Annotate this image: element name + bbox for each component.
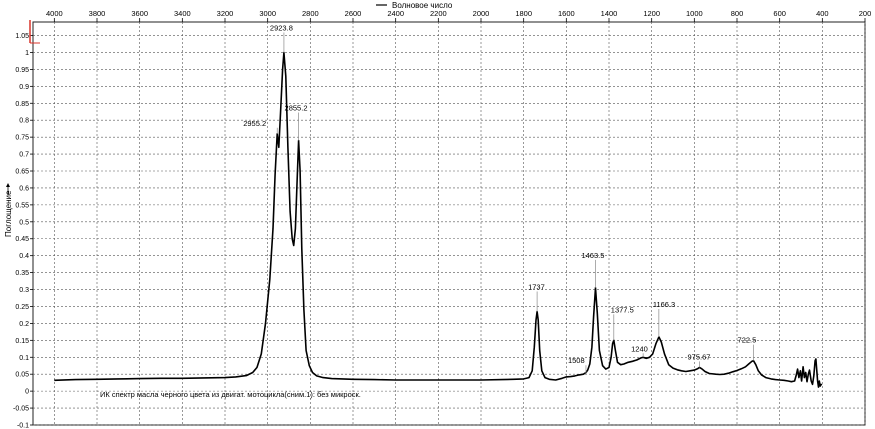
x-tick-label: 2200 xyxy=(430,9,447,18)
x-tick-label: 1000 xyxy=(686,9,703,18)
y-tick-label: 0.7 xyxy=(19,152,29,159)
x-tick-label: 1400 xyxy=(601,9,618,18)
peak-label: 1463.5 xyxy=(581,251,604,260)
y-tick-label: 0.35 xyxy=(15,270,29,277)
peak-label: 722.5 xyxy=(738,336,757,345)
y-tick-label: -0.05 xyxy=(13,406,29,413)
x-tick-label: 1800 xyxy=(515,9,532,18)
y-tick-label: 0.15 xyxy=(15,338,29,345)
x-tick-label: 600 xyxy=(773,9,786,18)
x-tick-label: 2400 xyxy=(387,9,404,18)
y-tick-label: 0.65 xyxy=(15,169,29,176)
x-tick-label: 3800 xyxy=(89,9,106,18)
x-tick-label: 3600 xyxy=(131,9,148,18)
y-tick-label: 0.05 xyxy=(15,372,29,379)
peak-label: 1377.5 xyxy=(611,305,634,314)
peak-label: 1166.3 xyxy=(653,300,675,309)
y-tick-label: 0.55 xyxy=(15,202,29,209)
y-axis-ticks: -0.1 -0.05 0 0.05 0.1 0.15 0.2 0.25 0.3 0.35 0.4 0.… xyxy=(13,33,33,429)
peak-label: 1240 xyxy=(631,344,648,353)
x-tick-label: 400 xyxy=(816,9,829,18)
x-tick-label: 3200 xyxy=(217,9,234,18)
y-tick-label: 0.1 xyxy=(19,355,29,362)
y-tick-label: 0.9 xyxy=(19,84,29,91)
y-tick-label: 0.45 xyxy=(15,236,29,243)
y-axis-arrow-icon xyxy=(6,183,10,187)
legend: Волновое число xyxy=(376,1,453,10)
y-axis-label: Поглощение xyxy=(4,190,13,237)
grid-lines xyxy=(33,22,866,426)
y-tick-label: 0.6 xyxy=(19,185,29,192)
x-tick-label: 1200 xyxy=(643,9,660,18)
peak-label: 2923.8 xyxy=(270,23,293,32)
y-tick-label: 1.05 xyxy=(15,33,29,40)
y-tick-label: 0.95 xyxy=(15,67,29,74)
peak-label: 975.67 xyxy=(688,352,711,361)
y-tick-label: 0.25 xyxy=(15,304,29,311)
y-tick-label: -0.1 xyxy=(17,423,29,429)
peak-label: 2955.2 xyxy=(243,119,266,128)
series-caption: ИК спектр масла черного цвета из двигат.… xyxy=(100,390,361,399)
legend-label: Волновое число xyxy=(392,1,453,10)
y-tick-label: 0.3 xyxy=(19,287,29,294)
y-tick-label: 0.75 xyxy=(15,135,29,142)
peak-label: 1508 xyxy=(568,356,585,365)
y-tick-label: 1 xyxy=(25,50,29,57)
x-tick-label: 800 xyxy=(731,9,744,18)
y-tick-label: 0.85 xyxy=(15,101,29,108)
x-tick-label: 3000 xyxy=(259,9,276,18)
x-tick-label: 4000 xyxy=(46,9,63,18)
y-tick-label: 0.5 xyxy=(19,219,29,226)
x-tick-label: 3400 xyxy=(174,9,191,18)
x-tick-label: 200 xyxy=(859,9,872,18)
x-tick-label: 1600 xyxy=(558,9,575,18)
peak-label: 1737 xyxy=(528,283,545,292)
y-axis-title: Поглощение xyxy=(4,183,13,237)
x-tick-label: 2800 xyxy=(302,9,319,18)
y-tick-label: 0.8 xyxy=(19,118,29,125)
x-tick-label: 2600 xyxy=(345,9,362,18)
y-tick-label: 0.2 xyxy=(19,321,29,328)
spectrum-series xyxy=(54,51,823,388)
x-tick-label: 2000 xyxy=(473,9,490,18)
spectrum-line xyxy=(54,51,823,388)
y-tick-label: 0 xyxy=(25,389,29,396)
peak-annotations: 2923.8 2955.2 2855.2 1737 1463.5 1508 1377.5 12… xyxy=(243,23,757,375)
y-tick-label: 0.4 xyxy=(19,253,29,260)
x-axis-ticks: 4000 3800 3600 3400 3200 3000 2800 2600 2400 2200… xyxy=(46,9,871,22)
peak-label: 2855.2 xyxy=(285,104,308,113)
